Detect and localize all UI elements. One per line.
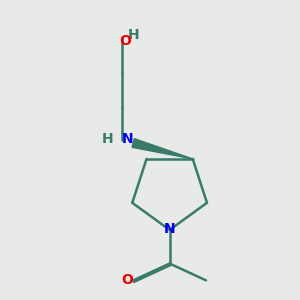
Text: N: N xyxy=(122,132,134,146)
Text: H: H xyxy=(128,28,139,42)
Polygon shape xyxy=(132,139,193,159)
Text: O: O xyxy=(119,34,131,48)
Text: N: N xyxy=(164,221,176,236)
Text: O: O xyxy=(122,273,134,287)
Text: H: H xyxy=(102,132,113,146)
